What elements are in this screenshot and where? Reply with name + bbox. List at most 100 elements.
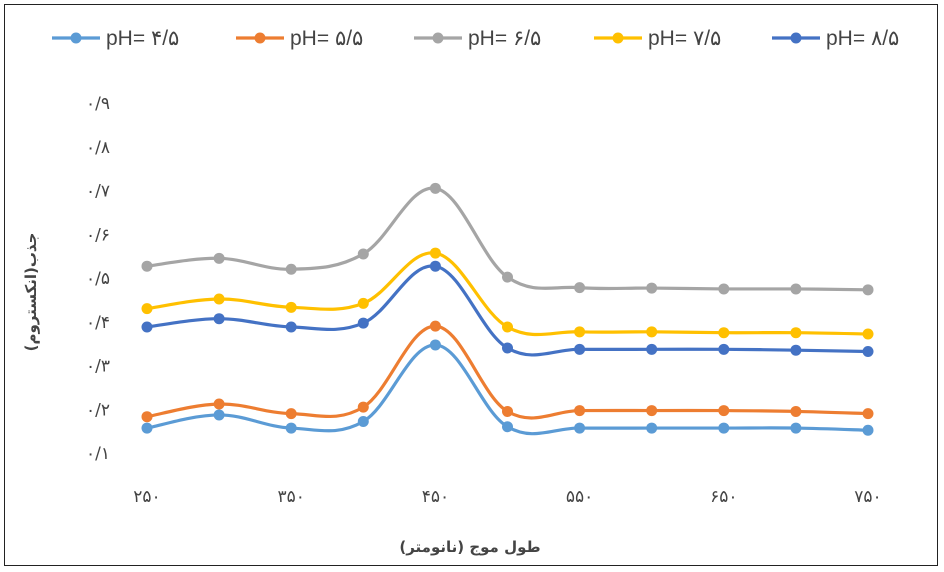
data-point bbox=[718, 422, 730, 434]
data-point bbox=[718, 283, 730, 295]
data-point bbox=[502, 405, 513, 417]
series-3 bbox=[141, 182, 874, 296]
x-tick-label: ۴۵۰ bbox=[422, 487, 449, 507]
legend-label: pH= ۵/۵ bbox=[290, 27, 363, 50]
data-point bbox=[213, 293, 225, 305]
y-tick-label: ۰/۳ bbox=[86, 357, 110, 377]
data-point bbox=[502, 271, 513, 283]
data-point bbox=[718, 327, 730, 339]
data-point bbox=[141, 260, 153, 272]
data-point bbox=[429, 182, 441, 194]
y-axis-title: جذب(انکستروم) bbox=[22, 233, 40, 352]
data-point bbox=[862, 408, 874, 420]
data-point bbox=[790, 422, 802, 434]
data-point bbox=[357, 317, 369, 329]
data-point bbox=[213, 313, 225, 325]
y-tick-label: ۰/۶ bbox=[86, 225, 110, 245]
data-point bbox=[429, 247, 441, 259]
data-point bbox=[862, 346, 874, 357]
data-point bbox=[141, 422, 153, 434]
series-1 bbox=[141, 339, 874, 436]
data-point bbox=[718, 405, 730, 417]
data-point bbox=[646, 282, 658, 294]
series-2 bbox=[141, 320, 874, 423]
y-tick-label: ۰/۴ bbox=[86, 313, 110, 333]
data-point bbox=[213, 409, 225, 421]
y-tick-label: ۰/۹ bbox=[86, 94, 110, 114]
data-point bbox=[574, 405, 586, 417]
data-point bbox=[429, 339, 441, 351]
legend-item: pH= ۶/۵ bbox=[414, 27, 541, 50]
series-line bbox=[146, 186, 869, 292]
x-tick-label: ۵۵۰ bbox=[566, 487, 593, 507]
data-point bbox=[862, 424, 874, 436]
data-point bbox=[357, 401, 369, 413]
data-point bbox=[646, 422, 658, 434]
y-tick-label: ۰/۷ bbox=[86, 182, 110, 202]
data-point bbox=[574, 326, 586, 338]
x-tick-label: ۳۵۰ bbox=[277, 487, 304, 507]
legend-swatch-marker bbox=[254, 32, 266, 44]
series-line bbox=[146, 251, 869, 337]
data-point bbox=[646, 405, 658, 417]
series-4 bbox=[141, 247, 874, 340]
data-point bbox=[357, 416, 369, 427]
y-tick-label: ۰/۸ bbox=[86, 138, 110, 158]
legend-item: pH= ۴/۵ bbox=[52, 27, 179, 50]
data-point bbox=[718, 343, 730, 355]
legend-label: pH= ۷/۵ bbox=[648, 27, 721, 50]
data-point bbox=[502, 342, 513, 354]
x-tick-label: ۷۵۰ bbox=[854, 487, 881, 507]
data-point bbox=[429, 320, 441, 332]
legend-swatch-marker bbox=[612, 32, 624, 44]
data-point bbox=[285, 408, 297, 420]
legend-swatch-marker bbox=[790, 32, 802, 44]
data-point bbox=[862, 284, 874, 296]
legend-item: pH= ۵/۵ bbox=[236, 27, 363, 50]
y-axis-ticks: ۰/۱ ۰/۲ ۰/۳ ۰/۴ ۰/۵ ۰/۶ ۰/۷ ۰/۸ ۰/۹ bbox=[86, 94, 110, 464]
legend-item: pH= ۸/۵ bbox=[772, 27, 899, 50]
legend-swatch-marker bbox=[432, 32, 444, 44]
data-point bbox=[574, 422, 586, 434]
data-point bbox=[502, 321, 513, 333]
data-point bbox=[790, 344, 802, 356]
series-line bbox=[146, 264, 869, 357]
data-point bbox=[285, 301, 297, 313]
data-point bbox=[213, 252, 225, 264]
data-point bbox=[141, 411, 153, 423]
data-point bbox=[285, 263, 297, 275]
legend-swatch-marker bbox=[70, 32, 82, 44]
data-point bbox=[574, 282, 586, 294]
data-point bbox=[285, 321, 297, 333]
legend: pH= ۴/۵ pH= ۵/۵ pH= ۶/۵ pH= ۷/۵ pH= ۸/۵ bbox=[52, 27, 899, 50]
data-point bbox=[574, 343, 586, 355]
series-layer bbox=[141, 182, 874, 436]
x-axis-title: (نانومتر) طول موج bbox=[399, 538, 540, 556]
data-point bbox=[141, 303, 153, 315]
data-point bbox=[646, 326, 658, 338]
data-point bbox=[429, 260, 441, 272]
data-point bbox=[790, 405, 802, 417]
data-point bbox=[141, 321, 153, 333]
legend-label: pH= ۴/۵ bbox=[106, 27, 179, 50]
data-point bbox=[646, 343, 658, 355]
series-5 bbox=[141, 260, 874, 357]
data-point bbox=[790, 327, 802, 339]
data-point bbox=[285, 422, 297, 434]
data-point bbox=[213, 398, 225, 410]
x-tick-label: ۶۵۰ bbox=[710, 487, 737, 507]
data-point bbox=[502, 421, 513, 433]
y-tick-label: ۰/۵ bbox=[86, 269, 110, 289]
data-point bbox=[790, 283, 802, 295]
data-point bbox=[357, 297, 369, 309]
legend-label: pH= ۸/۵ bbox=[826, 27, 899, 50]
data-point bbox=[862, 328, 874, 340]
x-tick-label: ۲۵۰ bbox=[133, 487, 160, 507]
legend-item: pH= ۷/۵ bbox=[594, 27, 721, 50]
legend-label: pH= ۶/۵ bbox=[468, 27, 541, 50]
x-axis-ticks: ۲۵۰ ۳۵۰ ۴۵۰ ۵۵۰ ۶۵۰ ۷۵۰ bbox=[133, 487, 881, 507]
y-tick-label: ۰/۱ bbox=[86, 444, 110, 464]
y-tick-label: ۰/۲ bbox=[86, 400, 110, 420]
data-point bbox=[357, 248, 369, 260]
